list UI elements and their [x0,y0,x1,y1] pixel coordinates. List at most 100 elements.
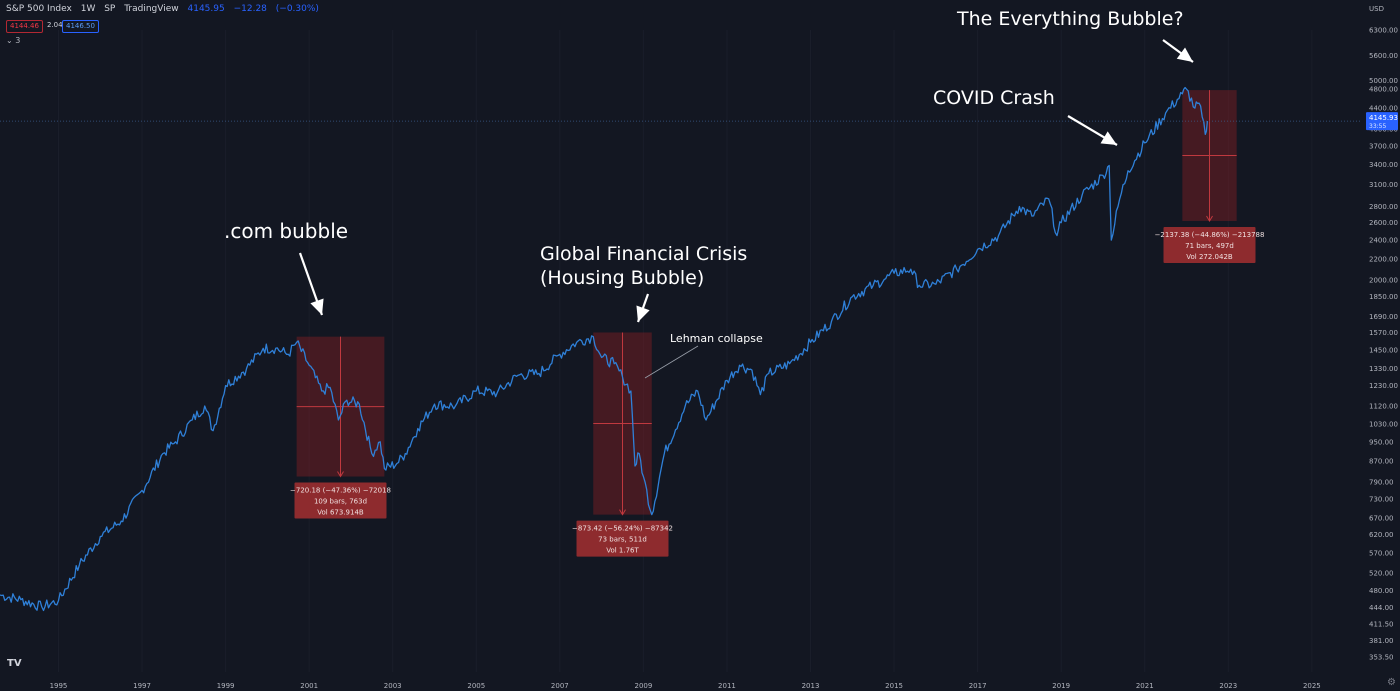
y-tick-label: 1570.00 [1369,329,1398,337]
x-tick-label: 2023 [1219,682,1237,690]
x-tick-label: 2013 [802,682,820,690]
annotations: .com bubble Global Financial Crisis(Housi… [224,8,1194,379]
tradingview-logo-icon: TV [7,658,22,669]
y-tick-label: 950.00 [1369,438,1394,446]
y-tick-label: 2600.00 [1369,219,1398,227]
measure-line2: 71 bars, 497d [1185,242,1234,250]
lehman-leader-line [644,345,699,379]
price-label: 4145.93 [1369,114,1398,122]
x-axis[interactable]: 1995 1997 1999 2001 2003 2005 2007 2009 2011 2013… [50,682,1321,690]
x-tick-label: 2003 [384,682,402,690]
x-tick-label: 2025 [1303,682,1321,690]
x-tick-label: 2021 [1136,682,1154,690]
annotation-covid: COVID Crash [933,87,1055,109]
measure-arrow-icon [337,471,344,478]
measure-line1: −720.18 (−47.36%) −72018 [290,487,391,495]
x-tick-label: 1999 [217,682,235,690]
y-tick-label: 6300.00 [1369,27,1398,35]
chevron-down-icon: ⌄ [6,36,16,45]
y-tick-label: 1850.00 [1369,293,1398,301]
y-tick-label: 1450.00 [1369,346,1398,354]
x-tick-label: 2005 [467,682,485,690]
chart-grid [57,30,1313,672]
buy-button[interactable]: 4146.50 [62,20,99,33]
measure-arrow-icon [619,509,626,516]
x-tick-label: 2015 [885,682,903,690]
annotation-housing: (Housing Bubble) [540,267,704,289]
arrowhead-icon [1176,47,1193,62]
y-tick-label: 1030.00 [1369,421,1398,429]
y-tick-label: 480.00 [1369,587,1394,595]
indicators-toggle[interactable]: ⌄ 3 [6,36,20,45]
y-tick-label: 381.00 [1369,637,1394,645]
measure-label-box [294,482,387,519]
y-tick-label: 620.00 [1369,531,1394,539]
y-tick-label: 3700.00 [1369,142,1398,150]
indicator-count: 3 [15,36,21,45]
chart-header: S&P 500 Index 1W SP TradingView 4145.95 … [6,4,325,14]
y-tick-label: 444.00 [1369,604,1394,612]
series-line [0,86,1209,612]
x-tick-label: 2011 [718,682,736,690]
y-tick-label: 4800.00 [1369,86,1398,94]
symbol-name[interactable]: S&P 500 Index [6,4,72,14]
x-tick-label: 2001 [300,682,318,690]
measure-line1: −2137.38 (−44.86%) −213788 [1155,231,1265,239]
y-tick-label: 5000.00 [1369,77,1398,85]
y-tick-label: 520.00 [1369,570,1394,578]
measure-label-box [1163,226,1256,263]
measure-label-box [576,520,669,557]
y-tick-label: 2400.00 [1369,237,1398,245]
y-tick-label: 790.00 [1369,478,1394,486]
y-tick-label: 2800.00 [1369,203,1398,211]
y-tick-label: 353.50 [1369,654,1394,662]
y-tick-label: 5600.00 [1369,52,1398,60]
measure-line3: Vol 272.042B [1186,253,1233,261]
measure-line3: Vol 673.914B [317,509,364,517]
measure-line1: −873.42 (−56.24%) −87342 [572,525,673,533]
price-label-box [1366,112,1398,131]
x-tick-label: 2009 [634,682,652,690]
x-tick-label: 2019 [1052,682,1070,690]
measure-arrow-icon [1206,215,1213,222]
x-tick-label: 1995 [50,682,68,690]
source: TradingView [124,4,179,14]
exchange: SP [104,4,116,14]
y-tick-label: 411.50 [1369,620,1394,628]
y-tick-label: 2200.00 [1369,256,1398,264]
y-tick-label: 1230.00 [1369,382,1398,390]
y-tick-label: 3100.00 [1369,181,1398,189]
y-tick-label: 1120.00 [1369,402,1398,410]
arrowhead-icon [636,305,650,322]
last-price: 4145.95 [187,4,225,14]
price-sublabel: 33:55 [1369,123,1386,130]
annotation-lehman: Lehman collapse [670,332,763,345]
interval[interactable]: 1W [80,4,96,14]
currency-label: USD [1369,5,1384,13]
measure-line2: 73 bars, 511d [598,536,647,544]
y-tick-label: 730.00 [1369,496,1394,504]
annotation-gfc: Global Financial Crisis [540,243,747,265]
measure-line3: Vol 1.76T [606,547,639,555]
y-tick-label: 1690.00 [1369,313,1398,321]
spread-value: 2.04 [47,21,63,29]
y-tick-label: 1330.00 [1369,365,1398,373]
series-line-group [0,86,1362,612]
y-tick-label: 4400.00 [1369,105,1398,113]
sell-button[interactable]: 4144.46 [6,20,43,33]
x-tick-label: 2007 [551,682,569,690]
y-tick-label: 2000.00 [1369,276,1398,284]
arrowhead-icon [310,298,324,315]
change-value: −12.28 [233,4,267,14]
arrowhead-icon [1100,131,1117,145]
annotation-everything: The Everything Bubble? [956,8,1184,30]
y-tick-label: 3400.00 [1369,161,1398,169]
measure-zones: −720.18 (−47.36%) −72018 109 bars, 763d Vo… [290,90,1264,557]
x-tick-label: 2017 [969,682,987,690]
y-axis[interactable]: 6300.005600.005000.004800.004400.004000.… [1362,0,1400,691]
measure-line2: 109 bars, 763d [314,498,367,506]
gear-icon[interactable]: ⚙ [1387,677,1396,688]
change-percent: (−0.30%) [275,4,319,14]
annotation-dotcom: .com bubble [224,219,348,243]
